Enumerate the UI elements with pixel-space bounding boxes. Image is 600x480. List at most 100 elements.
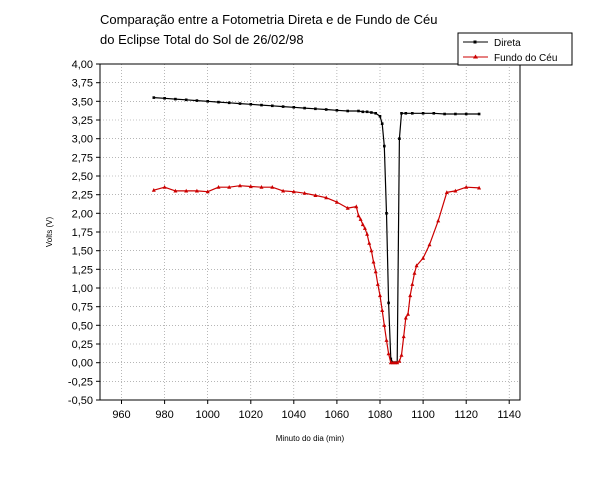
data-point-direta <box>238 102 242 105</box>
y-tick-label: 0,50 <box>72 320 93 332</box>
series-fundo-do-ceu <box>151 183 482 365</box>
data-point-fundo-do-ceu <box>362 226 367 230</box>
data-point-direta <box>385 212 388 215</box>
y-axis-label: Volts (V) <box>45 217 54 248</box>
data-point-direta <box>380 122 384 125</box>
data-point-fundo-do-ceu <box>259 185 264 189</box>
y-tick-label: 0,25 <box>72 339 93 351</box>
x-tick-label: 1040 <box>282 409 306 421</box>
data-point-direta <box>271 104 274 108</box>
legend-marker-direta <box>473 40 477 44</box>
legend-label-direta: Direta <box>494 38 521 49</box>
data-point-fundo-do-ceu <box>354 204 359 209</box>
data-point-fundo-do-ceu <box>281 188 286 193</box>
data-point-fundo-do-ceu <box>375 282 380 286</box>
legend-box <box>457 32 573 66</box>
data-point-fundo-do-ceu <box>371 259 376 264</box>
series-line-direta <box>153 97 480 364</box>
data-point-direta <box>404 112 408 115</box>
y-tick-label: 3,25 <box>72 115 93 127</box>
series-group <box>151 96 482 365</box>
data-point-direta <box>387 301 390 305</box>
data-point-fundo-do-ceu <box>414 263 419 268</box>
data-point-fundo-do-ceu <box>395 360 400 365</box>
data-point-fundo-do-ceu <box>151 188 156 192</box>
data-point-fundo-do-ceu <box>302 191 307 195</box>
data-point-fundo-do-ceu <box>356 213 361 218</box>
legend: Direta Fundo do Céu <box>457 32 573 66</box>
data-point-direta <box>389 357 393 361</box>
data-point-direta <box>443 112 446 116</box>
data-point-fundo-do-ceu <box>399 353 404 357</box>
data-point-direta <box>184 98 188 102</box>
x-tick-label: 1060 <box>325 409 349 421</box>
y-tick-label: 3,00 <box>72 134 93 146</box>
data-point-fundo-do-ceu <box>412 270 417 275</box>
data-point-direta <box>227 101 231 105</box>
x-tick-label: 1080 <box>368 409 392 421</box>
data-point-direta <box>303 106 306 110</box>
data-point-direta <box>411 112 414 115</box>
y-tick-label: -0,50 <box>68 395 93 407</box>
data-point-direta <box>477 112 481 116</box>
x-axis: 960 980 1000 1020 1040 1060 1080 1100 1120 1140 <box>112 400 521 421</box>
data-point-direta <box>374 112 377 115</box>
legend-marker-fundo-do-ceu <box>473 54 478 59</box>
data-point-direta <box>217 100 220 104</box>
data-point-fundo-do-ceu <box>406 311 410 316</box>
y-tick-label: -0,25 <box>68 376 93 388</box>
data-point-fundo-do-ceu <box>410 282 415 286</box>
data-point-fundo-do-ceu <box>369 248 374 253</box>
series-line-fundo-do-ceu <box>153 185 480 364</box>
data-point-fundo-do-ceu <box>378 293 382 298</box>
data-point-fundo-do-ceu <box>401 334 406 339</box>
data-point-fundo-do-ceu <box>421 255 426 260</box>
data-point-direta <box>383 144 386 148</box>
data-point-direta <box>370 111 373 114</box>
y-tick-label: 1,50 <box>72 246 93 258</box>
data-point-fundo-do-ceu <box>270 185 275 189</box>
data-point-direta <box>163 97 166 100</box>
x-tick-label: 980 <box>155 409 173 421</box>
y-tick-label: 3,50 <box>72 96 93 108</box>
data-point-fundo-do-ceu <box>313 193 318 197</box>
data-point-fundo-do-ceu <box>373 269 378 274</box>
data-point-direta <box>249 103 253 106</box>
legend-label-fundo-do-ceu: Fundo do Céu <box>494 53 557 64</box>
data-point-fundo-do-ceu <box>162 185 167 189</box>
data-point-direta <box>206 100 209 103</box>
data-point-fundo-do-ceu <box>384 338 389 342</box>
data-point-direta <box>314 107 317 111</box>
x-tick-label: 1000 <box>195 409 219 421</box>
data-point-direta <box>454 112 457 116</box>
x-tick-label: 960 <box>112 409 130 421</box>
data-point-direta <box>260 103 263 107</box>
y-tick-label: 2,25 <box>72 190 93 202</box>
y-axis: -0,50 -0,25 0,00 0,25 0,50 0,75 1,00 1,25 1,50 1,… <box>68 59 100 407</box>
data-point-fundo-do-ceu <box>380 308 385 312</box>
y-tick-label: 2,50 <box>72 171 93 183</box>
data-point-fundo-do-ceu <box>205 189 210 194</box>
x-axis-label: Minuto do dia (min) <box>276 434 345 443</box>
grid <box>100 63 520 401</box>
data-point-fundo-do-ceu <box>238 183 242 188</box>
data-point-fundo-do-ceu <box>184 188 189 193</box>
data-point-direta <box>195 99 199 102</box>
data-point-fundo-do-ceu <box>477 185 482 190</box>
data-point-direta <box>324 108 328 111</box>
data-point-direta <box>292 106 296 109</box>
data-point-direta <box>464 112 468 116</box>
data-point-fundo-do-ceu <box>291 189 296 194</box>
data-point-fundo-do-ceu <box>397 359 402 363</box>
title-line-1: Comparação entre a Fotometria Direta e d… <box>100 12 437 27</box>
x-tick-label: 1140 <box>497 409 521 421</box>
data-point-fundo-do-ceu <box>173 188 178 193</box>
data-point-fundo-do-ceu <box>403 315 408 320</box>
data-point-fundo-do-ceu <box>216 185 221 189</box>
y-tick-label: 4,00 <box>72 59 93 71</box>
data-point-direta <box>421 112 425 115</box>
chart-title: Comparação entre a Fotometria Direta e d… <box>100 12 437 47</box>
data-point-direta <box>398 137 401 140</box>
data-point-direta <box>281 105 285 108</box>
